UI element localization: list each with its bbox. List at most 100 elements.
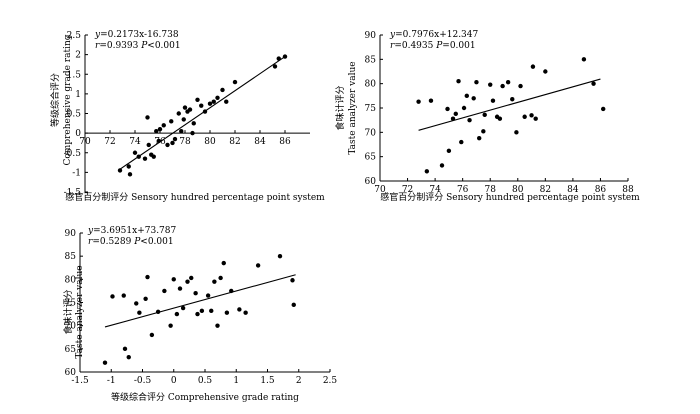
data-point — [170, 140, 175, 146]
data-point — [464, 93, 469, 99]
y-axis-label: 等级综合评分 — [49, 73, 61, 127]
data-point — [180, 305, 186, 311]
data-point — [137, 310, 142, 315]
data-point — [212, 279, 217, 284]
y-axis-label-english: Taste analyzer value — [348, 61, 358, 154]
y-tick-label: 65 — [365, 153, 377, 163]
data-point — [467, 117, 472, 123]
data-point — [522, 114, 527, 119]
data-point — [510, 97, 515, 102]
data-point — [145, 274, 150, 280]
data-point — [136, 154, 141, 159]
x-tick-label: 86 — [595, 185, 607, 195]
data-point — [543, 69, 548, 74]
data-point — [155, 309, 161, 314]
x-tick-label: 84 — [254, 137, 266, 147]
data-point — [477, 135, 482, 141]
x-tick-label: 80 — [512, 185, 524, 195]
data-point — [481, 129, 486, 134]
y-tick-label: 1 — [75, 90, 81, 100]
data-point — [157, 127, 163, 132]
y-tick-label: 90 — [65, 229, 77, 239]
data-point — [232, 79, 238, 85]
y-tick-label: 85 — [65, 252, 77, 262]
data-point — [428, 98, 434, 103]
x-tick-label: 0.5 — [198, 376, 213, 386]
data-point — [581, 57, 587, 62]
data-point — [176, 111, 181, 116]
y-tick-label: 0.5 — [67, 110, 82, 120]
data-point — [154, 128, 159, 134]
data-point — [453, 111, 458, 117]
data-point — [142, 156, 148, 161]
data-point — [221, 260, 226, 266]
x-tick-label: 70 — [79, 137, 91, 147]
data-point — [237, 307, 242, 312]
data-point — [182, 105, 188, 110]
x-tick-label: 72 — [402, 185, 413, 195]
y-tick-label: -0.5 — [64, 149, 82, 159]
x-tick-label: 84 — [567, 185, 579, 195]
x-tick-label: 0 — [171, 376, 177, 386]
correlation-stats: r=0.9393 P<0.001 — [95, 41, 181, 51]
data-point — [177, 286, 183, 291]
x-tick-label: 1 — [233, 376, 239, 386]
x-tick-label: 88 — [622, 185, 634, 195]
y-tick-label: 70 — [65, 322, 77, 332]
data-point — [276, 56, 281, 61]
data-point — [161, 123, 166, 128]
data-point — [151, 154, 156, 159]
data-point — [209, 308, 214, 314]
data-point — [191, 121, 196, 126]
x-tick-label: 80 — [204, 137, 216, 147]
data-point — [171, 277, 176, 282]
y-tick-label: 75 — [365, 104, 377, 114]
x-tick-label: 78 — [179, 137, 191, 147]
x-tick-label: -1.5 — [71, 376, 89, 386]
data-point — [211, 99, 216, 104]
data-point — [202, 109, 208, 114]
data-point — [488, 82, 493, 87]
data-point — [277, 253, 283, 259]
data-point — [156, 138, 161, 144]
data-point — [450, 116, 456, 121]
data-point — [459, 139, 464, 145]
data-point — [207, 101, 213, 106]
data-point — [291, 302, 296, 308]
data-point — [591, 81, 596, 86]
x-tick-label: 70 — [374, 185, 386, 195]
data-point — [474, 80, 479, 85]
data-point — [500, 83, 505, 89]
x-tick-label: 82 — [540, 185, 551, 195]
data-point — [146, 142, 151, 148]
y-tick-label: 2.5 — [67, 31, 82, 41]
data-point — [243, 310, 248, 315]
data-point — [445, 106, 450, 112]
data-point — [229, 288, 234, 294]
data-point — [121, 293, 126, 298]
data-point — [497, 116, 503, 121]
data-point — [505, 80, 511, 85]
x-tick-label: 74 — [129, 137, 141, 147]
y-tick-label: 2 — [75, 51, 81, 61]
data-point — [215, 323, 220, 328]
data-point — [199, 308, 205, 314]
data-point — [518, 83, 523, 89]
data-point — [193, 291, 198, 296]
data-point — [179, 128, 184, 134]
correlation-stats: r=0.4935 P=0.001 — [390, 41, 476, 51]
data-point — [174, 311, 180, 317]
y-axis-label: 食味计评分 — [62, 289, 74, 334]
data-point — [601, 106, 606, 112]
x-tick-label: 2.5 — [323, 376, 338, 386]
data-point — [199, 103, 204, 108]
x-tick-label: 1.5 — [260, 376, 275, 386]
regression-equation: y=0.7976x+12.347 — [389, 30, 479, 40]
y-tick-label: 1.5 — [67, 70, 82, 80]
x-axis-label: 感官百分制评分 Sensory hundred percentage point… — [65, 191, 325, 203]
correlation-stats: r=0.5289 P<0.001 — [88, 237, 174, 247]
data-point — [461, 105, 467, 111]
y-tick-label: 85 — [365, 55, 377, 65]
data-point — [117, 168, 123, 173]
